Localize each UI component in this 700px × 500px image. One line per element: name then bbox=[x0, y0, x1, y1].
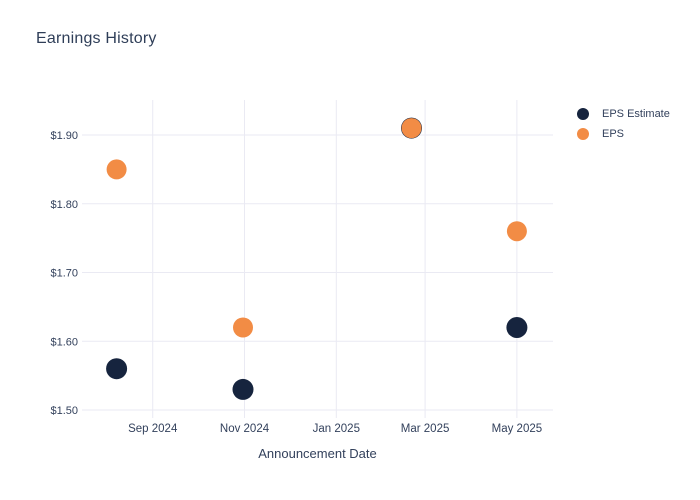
legend-item-eps[interactable]: EPS bbox=[577, 124, 670, 144]
y-tick-label: $1.60 bbox=[50, 336, 78, 348]
data-point-eps-estimate[interactable] bbox=[232, 378, 254, 400]
legend-marker-circle-icon bbox=[577, 128, 589, 140]
legend-item-eps-estimate[interactable]: EPS Estimate bbox=[577, 104, 670, 124]
x-tick-label: Mar 2025 bbox=[401, 423, 450, 435]
chart-title: Earnings History bbox=[36, 30, 157, 47]
y-tick-label: $1.90 bbox=[50, 130, 78, 142]
data-point-eps[interactable] bbox=[401, 118, 422, 139]
x-axis-title: Announcement Date bbox=[258, 446, 377, 461]
legend-marker-circle-icon bbox=[577, 108, 589, 120]
data-point-eps[interactable] bbox=[106, 159, 127, 180]
x-tick-label: Sep 2024 bbox=[128, 423, 178, 435]
legend-label: EPS Estimate bbox=[602, 108, 670, 120]
y-tick-label: $1.80 bbox=[50, 199, 78, 211]
data-point-eps[interactable] bbox=[233, 317, 253, 338]
legend: EPS Estimate EPS bbox=[577, 104, 670, 144]
x-tick-label: Jan 2025 bbox=[313, 423, 360, 435]
data-point-eps-estimate[interactable] bbox=[506, 317, 528, 338]
legend-label: EPS bbox=[602, 128, 625, 140]
y-tick-label: $1.50 bbox=[50, 405, 78, 417]
data-point-eps[interactable] bbox=[506, 221, 527, 242]
data-point-eps-estimate[interactable] bbox=[106, 358, 128, 380]
x-tick-label: May 2025 bbox=[492, 423, 543, 435]
y-tick-label: $1.70 bbox=[50, 268, 78, 280]
x-tick-label: Nov 2024 bbox=[220, 423, 270, 435]
